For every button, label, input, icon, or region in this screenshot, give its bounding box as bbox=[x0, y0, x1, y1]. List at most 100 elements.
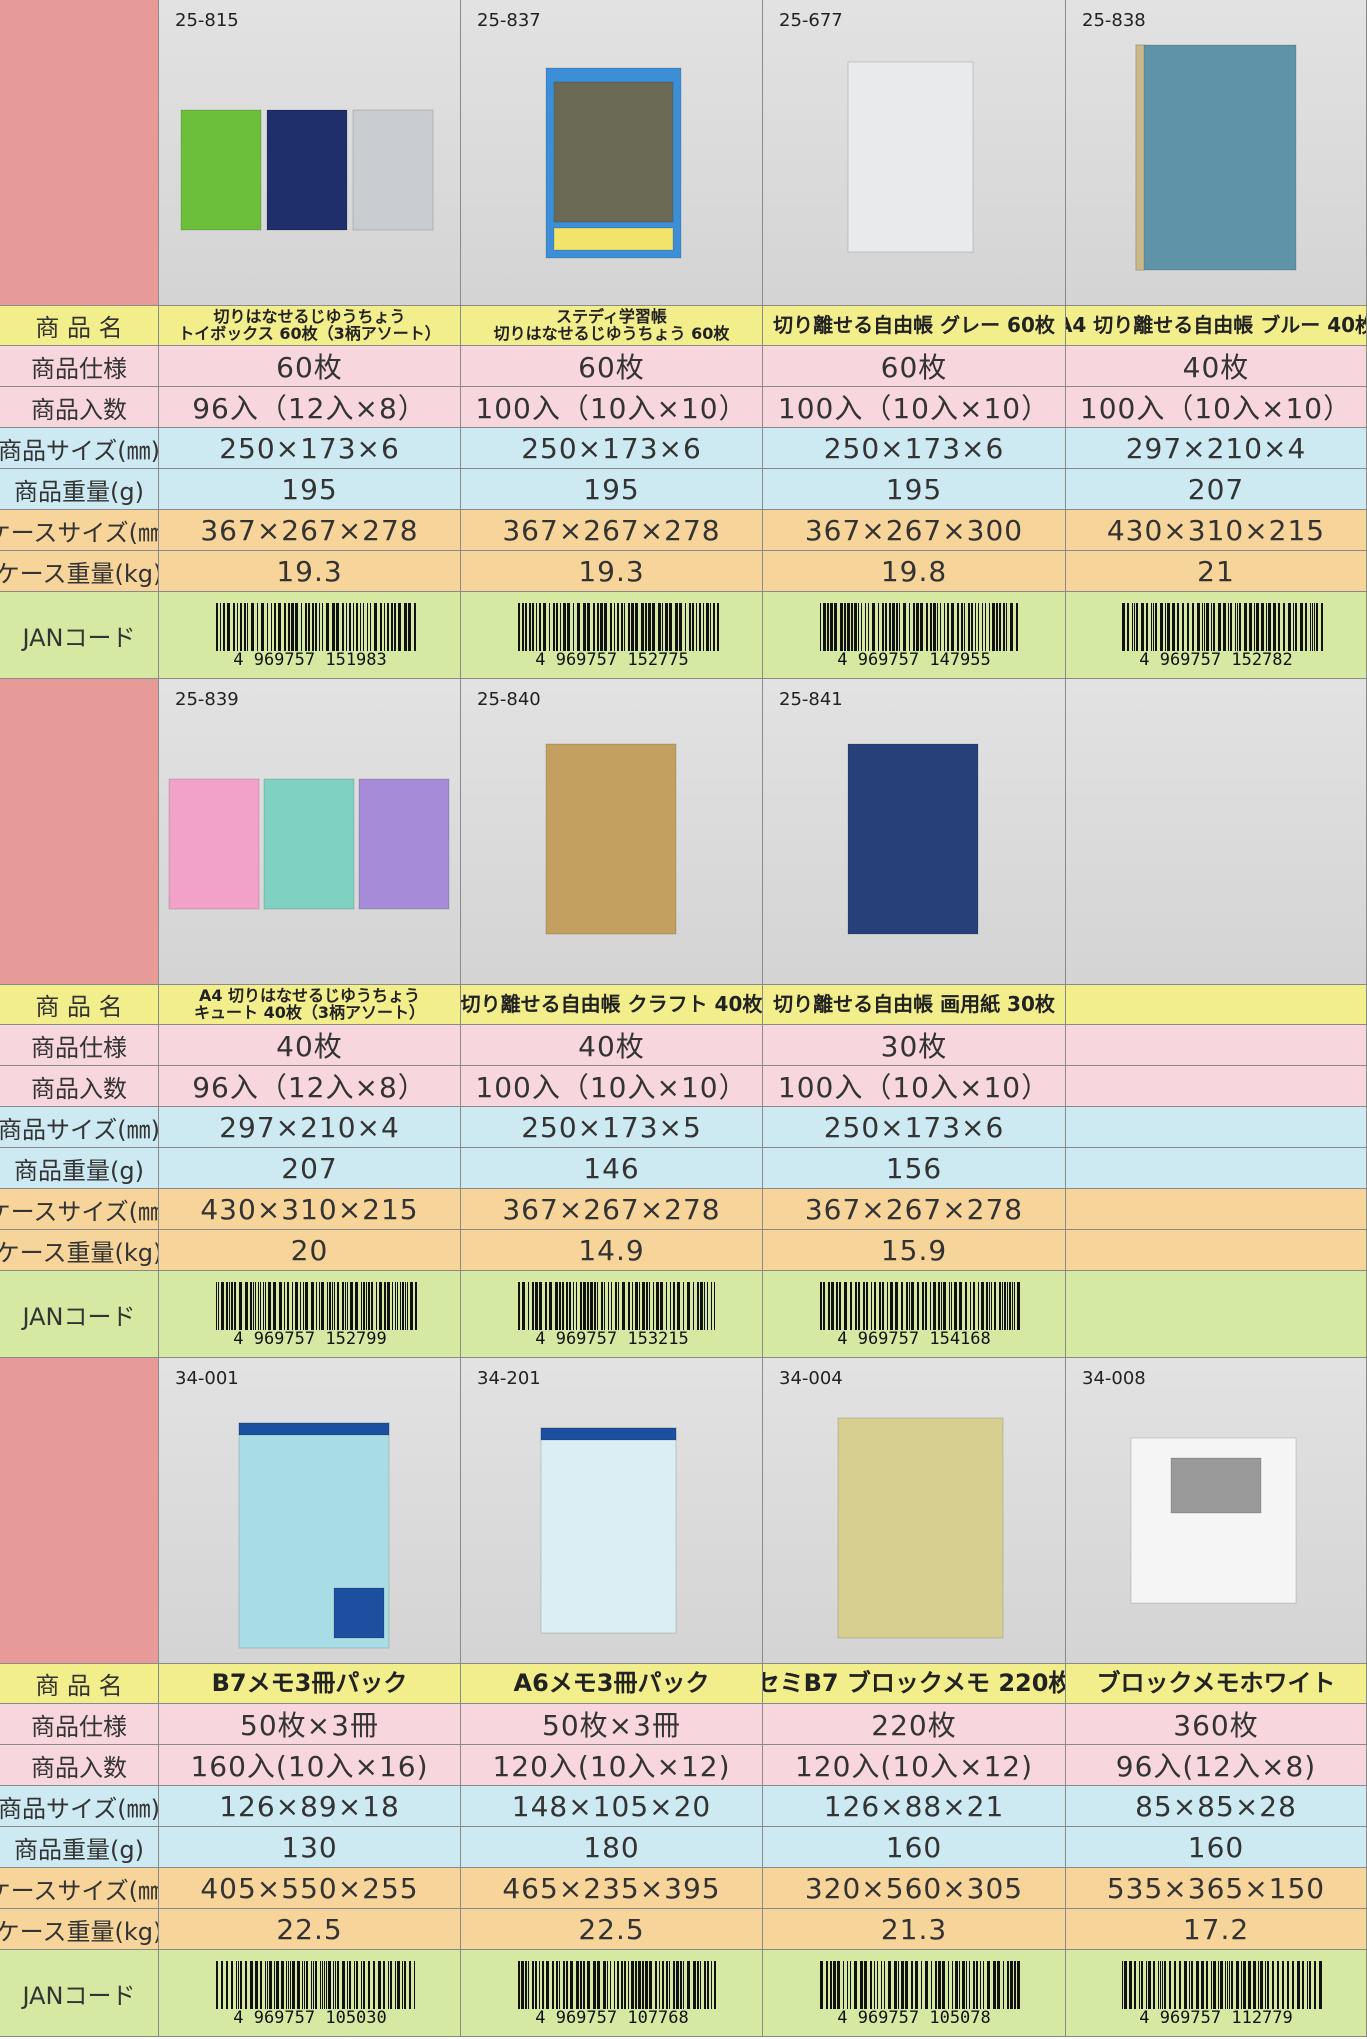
bar bbox=[1201, 1961, 1204, 2009]
value-cell: 126×88×21 bbox=[763, 1786, 1066, 1827]
bar bbox=[1244, 603, 1247, 651]
value-cell: 19.3 bbox=[461, 551, 763, 592]
product-name: ステディ学習帳 bbox=[556, 306, 667, 326]
bar bbox=[291, 1282, 293, 1330]
value: 96入（12入×8） bbox=[192, 392, 427, 425]
bar bbox=[668, 1961, 670, 2009]
value-cell: 切り離せる自由帳 クラフト 40枚 bbox=[461, 985, 763, 1025]
value: 156 bbox=[885, 1151, 943, 1185]
row-label: JANコード bbox=[22, 1302, 136, 1331]
bar bbox=[559, 603, 561, 651]
bar bbox=[332, 1961, 334, 2009]
bar bbox=[1316, 603, 1318, 651]
bar bbox=[286, 1282, 289, 1330]
bar bbox=[215, 603, 218, 651]
value: 100入（10入×10） bbox=[777, 392, 1051, 425]
bar bbox=[586, 603, 590, 651]
bar bbox=[994, 1282, 996, 1330]
bar bbox=[917, 1282, 919, 1330]
bar bbox=[389, 1961, 392, 2009]
bar bbox=[614, 1282, 617, 1330]
value-cell: 17.2 bbox=[1066, 1909, 1367, 1950]
value: 430×310×215 bbox=[200, 1192, 419, 1226]
value-cell: 60枚 bbox=[763, 346, 1066, 387]
value-cell: 120入(10入×12) bbox=[763, 1745, 1066, 1786]
row-label: 商品サイズ(㎜) bbox=[0, 1115, 159, 1144]
value: 465×235×395 bbox=[502, 1871, 721, 1905]
bar bbox=[980, 1961, 981, 2009]
value-cell: 22.5 bbox=[159, 1909, 461, 1950]
bar bbox=[275, 1961, 279, 2009]
value-cell: 4 969757 152782 bbox=[1066, 592, 1367, 679]
row-label: 商品サイズ(㎜) bbox=[0, 436, 159, 465]
bar bbox=[352, 603, 354, 651]
product-photo bbox=[1135, 44, 1297, 271]
bar bbox=[572, 1282, 574, 1330]
bar bbox=[938, 1961, 941, 2009]
bar bbox=[367, 1961, 370, 2009]
bar bbox=[294, 603, 298, 651]
bar bbox=[341, 603, 344, 651]
bar bbox=[551, 1961, 554, 2009]
bar bbox=[699, 1282, 703, 1330]
row-label-cell: 商品入数 bbox=[0, 387, 159, 428]
bar bbox=[877, 1961, 878, 2009]
value: 207 bbox=[281, 1151, 338, 1185]
bar bbox=[328, 1282, 331, 1330]
bar bbox=[544, 1282, 547, 1330]
value: 96入（12入×8） bbox=[192, 1071, 427, 1104]
bar bbox=[228, 1282, 230, 1330]
photo-shape bbox=[847, 61, 974, 253]
bar bbox=[592, 603, 595, 651]
bar bbox=[327, 1961, 331, 2009]
bar bbox=[665, 1282, 667, 1330]
bar bbox=[647, 603, 651, 651]
bar bbox=[710, 1961, 712, 2009]
bar bbox=[920, 603, 923, 651]
bar bbox=[273, 1961, 275, 2009]
bar bbox=[658, 1961, 660, 2009]
bar bbox=[250, 603, 254, 651]
bar bbox=[854, 603, 857, 651]
value-cell: 50枚×3冊 bbox=[159, 1704, 461, 1745]
product-photo bbox=[545, 743, 677, 935]
bar bbox=[654, 1961, 657, 2009]
value-cell: 130 bbox=[159, 1827, 461, 1868]
bar bbox=[890, 1282, 893, 1330]
bar bbox=[565, 1282, 568, 1330]
bar bbox=[401, 1961, 403, 2009]
bar bbox=[596, 1282, 598, 1330]
bar bbox=[942, 1961, 945, 2009]
bar bbox=[969, 1961, 970, 2009]
bar bbox=[552, 603, 555, 651]
bar bbox=[621, 1282, 625, 1330]
bar bbox=[1230, 603, 1232, 651]
bar bbox=[1003, 603, 1005, 651]
value-cell: 22.5 bbox=[461, 1909, 763, 1950]
bar bbox=[304, 603, 307, 651]
value: 120入(10入×12) bbox=[794, 1750, 1033, 1783]
bar bbox=[378, 1282, 382, 1330]
bar bbox=[408, 1961, 411, 2009]
value-cell: 367×267×278 bbox=[763, 1189, 1066, 1230]
value-cell: 96入(12入×8) bbox=[1066, 1745, 1367, 1786]
bar bbox=[844, 603, 846, 651]
bar bbox=[634, 1961, 637, 2009]
bar bbox=[586, 1961, 590, 2009]
bar bbox=[254, 1282, 256, 1330]
bar bbox=[535, 603, 537, 651]
bar bbox=[638, 1282, 640, 1330]
bar bbox=[898, 1961, 899, 2009]
row-label: JANコード bbox=[22, 623, 136, 652]
value: 126×88×21 bbox=[823, 1789, 1005, 1823]
bar bbox=[280, 1961, 284, 2009]
bar bbox=[965, 1282, 967, 1330]
value-cell: 320×560×305 bbox=[763, 1868, 1066, 1909]
value-cell: 220枚 bbox=[763, 1704, 1066, 1745]
value-cell: 207 bbox=[159, 1148, 461, 1189]
bar bbox=[1122, 1961, 1123, 2009]
bar bbox=[1162, 1961, 1163, 2009]
bar bbox=[252, 1282, 254, 1330]
bar bbox=[304, 1282, 308, 1330]
